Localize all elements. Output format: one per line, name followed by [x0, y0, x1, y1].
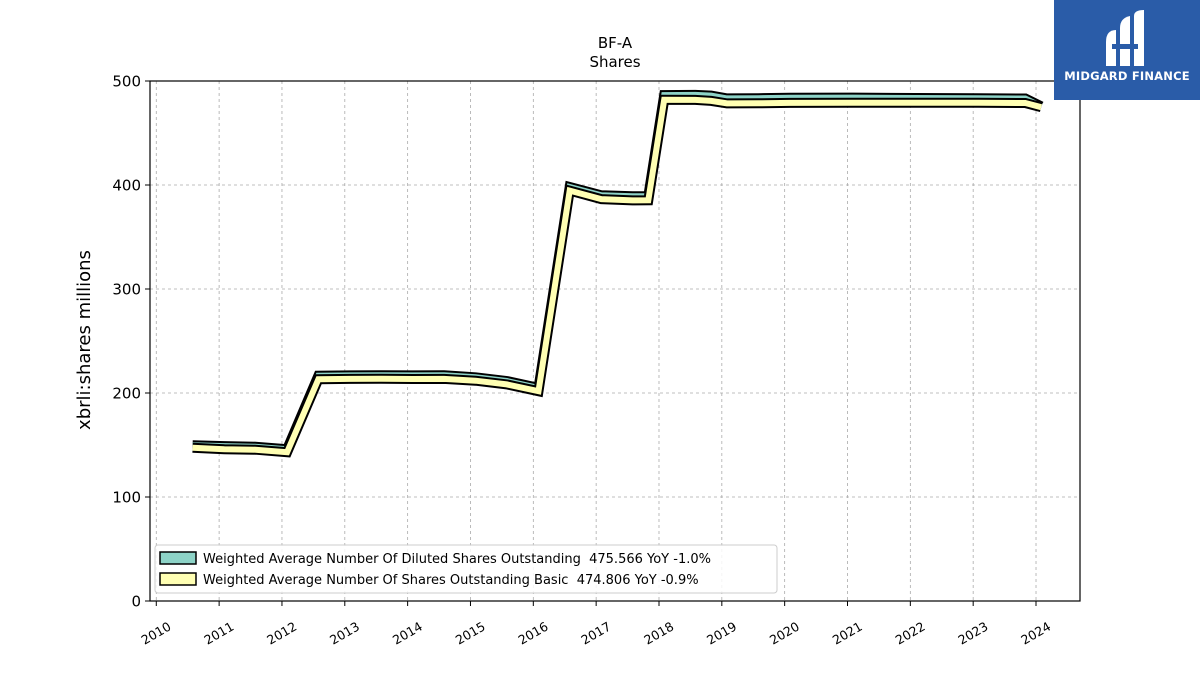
y-tick-label: 0	[131, 593, 141, 611]
chart-subtitle: Shares	[589, 53, 640, 71]
legend-label-diluted: Weighted Average Number Of Diluted Share…	[203, 552, 711, 567]
legend-box	[154, 544, 778, 594]
y-tick-label: 300	[112, 281, 141, 299]
y-axis-label: xbrli:shares millions	[74, 250, 95, 430]
x-tick-label: 2018	[641, 619, 676, 648]
x-tick-label: 2023	[955, 619, 990, 648]
y-tick-label: 200	[112, 385, 141, 403]
legend-label-basic: Weighted Average Number Of Shares Outsta…	[203, 573, 699, 588]
x-tick-label: 2012	[264, 619, 299, 648]
logo-text: MIDGARD FINANCE	[1064, 69, 1190, 83]
plot-frame	[149, 80, 1081, 602]
series-diluted	[192, 89, 1044, 455]
grid	[150, 80, 1080, 601]
midgard-logo-icon	[1106, 10, 1144, 66]
legend-swatch-diluted	[159, 551, 197, 565]
midgard-finance-logo: MIDGARD FINANCE	[1054, 0, 1200, 100]
x-tick-label: 2019	[704, 619, 739, 648]
x-tick-label: 2017	[578, 619, 613, 648]
series-basic	[192, 94, 1043, 458]
legend: Weighted Average Number Of Diluted Share…	[154, 544, 778, 594]
y-tick-label: 400	[112, 177, 141, 195]
x-tick-label: 2013	[327, 619, 362, 648]
series-line-outline-basic	[192, 94, 1043, 458]
x-tick-label: 2010	[139, 619, 174, 648]
legend-swatch-basic	[159, 572, 197, 586]
series-line-basic	[192, 96, 1042, 456]
chart-title: BF-A	[598, 34, 633, 52]
x-tick-label: 2011	[201, 619, 236, 648]
y-tick-label: 500	[112, 73, 141, 91]
x-tick-label: 2022	[893, 619, 928, 648]
x-tick-label: 2016	[516, 619, 551, 648]
series-layer	[192, 89, 1044, 458]
series-line-diluted	[192, 91, 1043, 453]
x-tick-label: 2021	[830, 619, 865, 648]
x-tick-label: 2015	[453, 619, 488, 648]
series-line-outline-diluted	[192, 89, 1044, 455]
x-tick-label: 2024	[1018, 619, 1053, 648]
y-tick-label: 100	[112, 489, 141, 507]
x-tick-label: 2014	[390, 619, 425, 648]
x-tick-label: 2020	[767, 619, 802, 648]
